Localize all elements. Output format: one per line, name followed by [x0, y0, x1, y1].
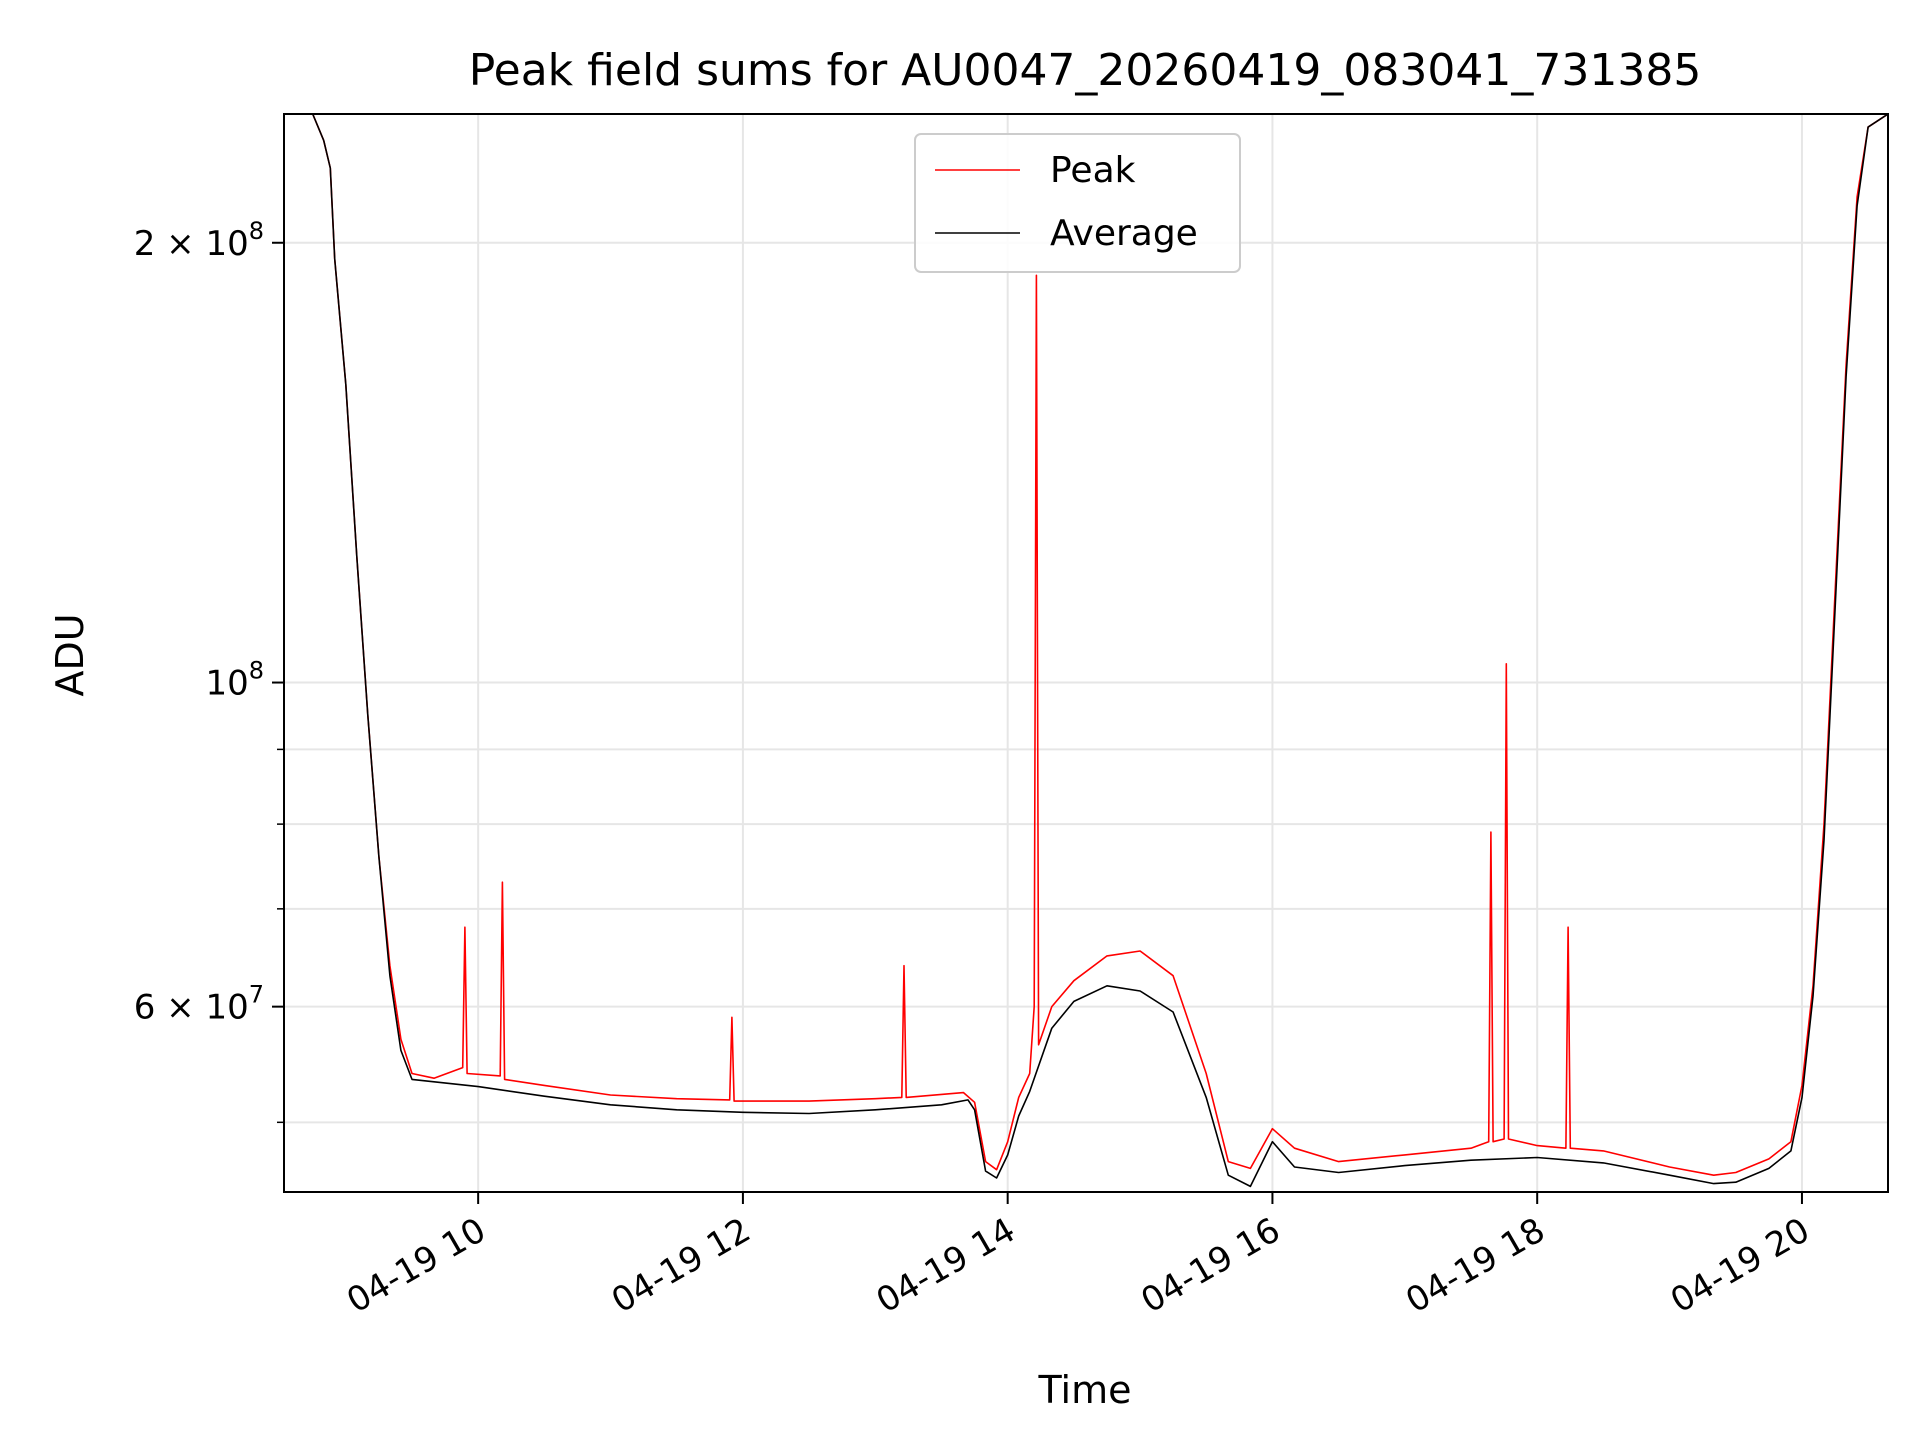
series-line-peak	[284, 114, 1888, 1176]
chart-title: Peak field sums for AU0047_20260419_0830…	[469, 45, 1702, 96]
legend-label-average: Average	[1050, 213, 1198, 254]
y-axis-label: ADU	[48, 613, 92, 696]
y-tick-label: 108	[205, 657, 264, 704]
y-tick-label: 6 × 107	[134, 981, 264, 1028]
legend-box	[914, 133, 1241, 273]
plot-frame	[283, 113, 1889, 1193]
series-layer	[284, 114, 1888, 1188]
x-axis-label: Time	[1038, 1368, 1132, 1412]
legend-label-peak: Peak	[1050, 150, 1136, 191]
legend: Peak Average	[914, 133, 1241, 273]
grid-lines	[284, 114, 1888, 1192]
series-line-average	[284, 114, 1888, 1188]
y-tick-label: 2 × 108	[134, 217, 264, 264]
